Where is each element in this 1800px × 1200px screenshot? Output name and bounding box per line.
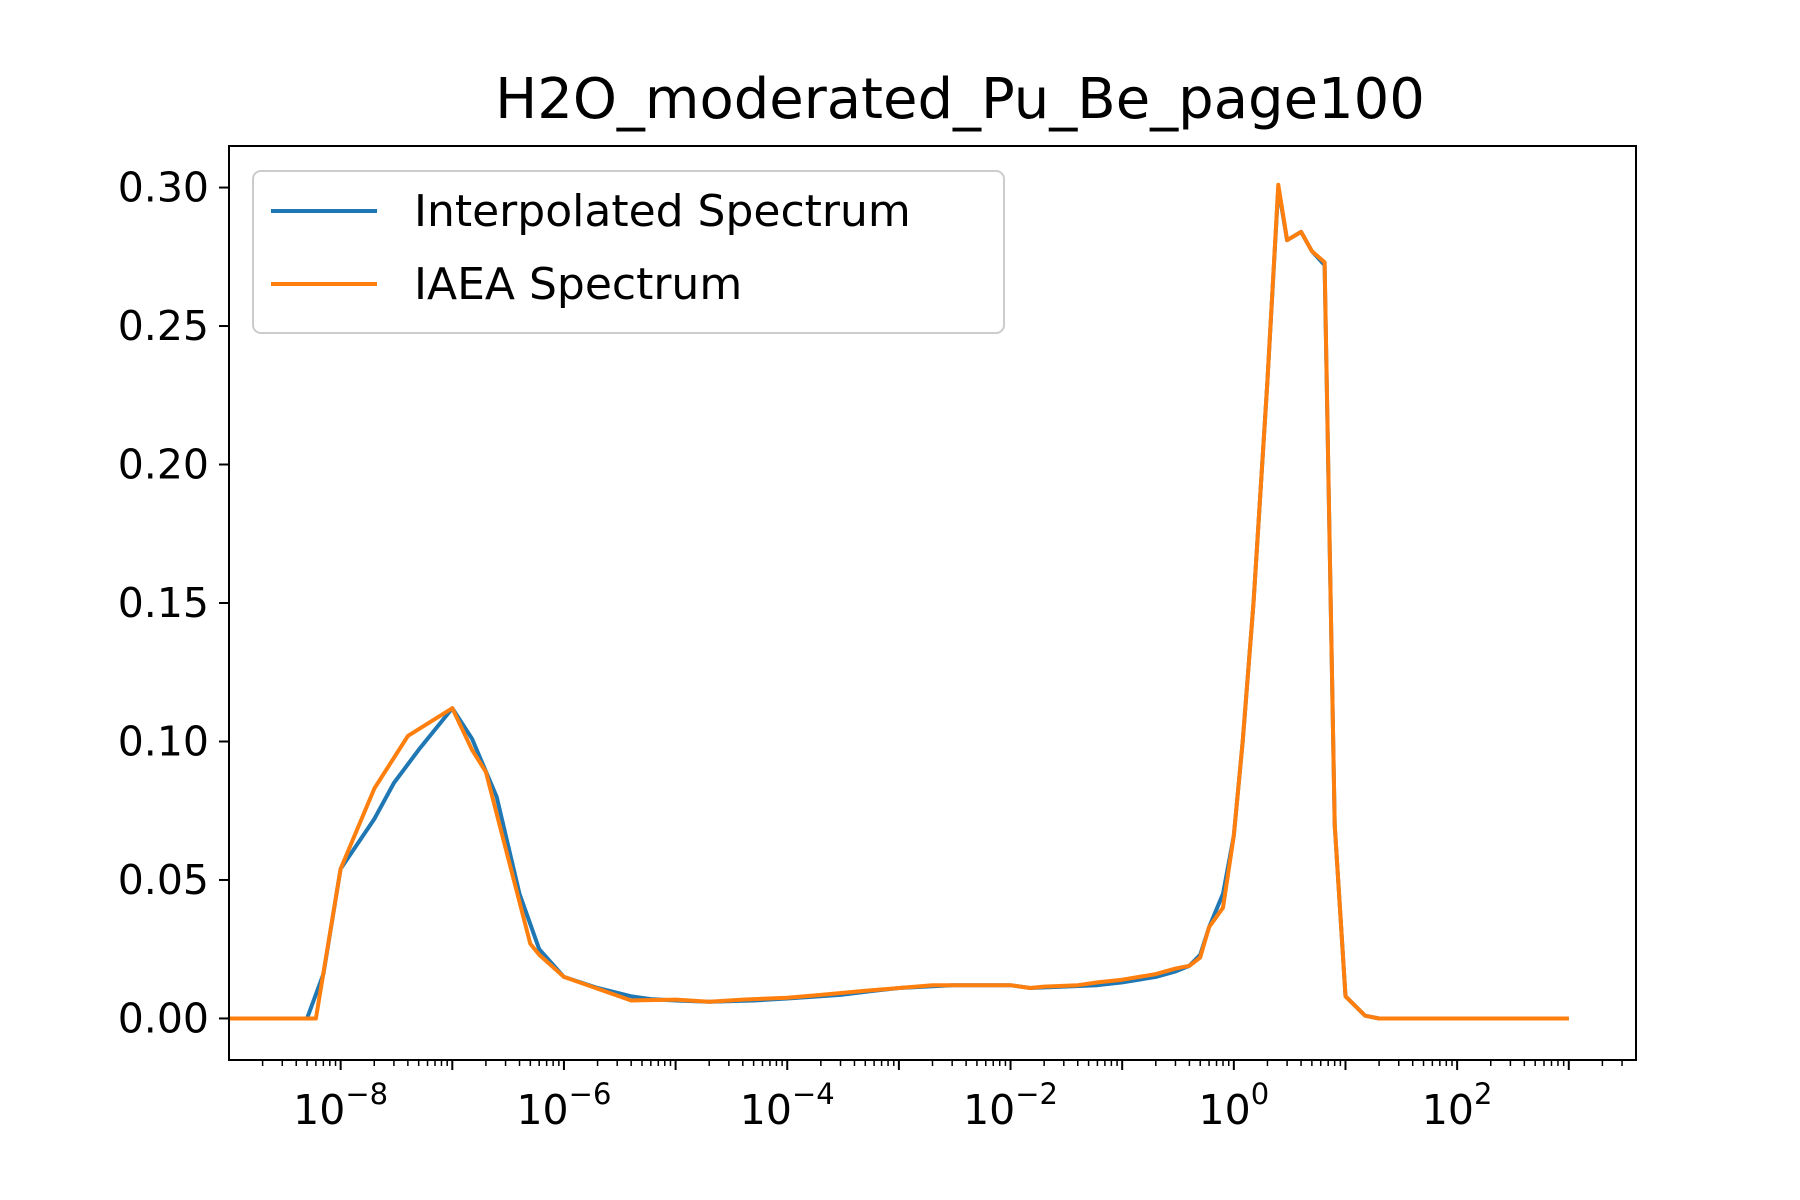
x-axis: 10−8 10−6 10−4 10−2 100 102 [261,1060,1623,1134]
y-tick-label: 0.30 [118,164,209,212]
x-tick-label: 10−2 [963,1077,1058,1134]
x-tick-exponent: −4 [792,1077,835,1111]
x-tick-exponent: 0 [1251,1077,1269,1111]
chart-title: H2O_moderated_Pu_Be_page100 [495,67,1425,132]
x-tick-base: 10 [963,1086,1015,1134]
x-tick-exponent: −8 [345,1077,388,1111]
legend-label-iaea: IAEA Spectrum [414,259,742,310]
x-tick-label: 10−8 [293,1077,388,1134]
x-tick-base: 10 [740,1086,792,1134]
y-tick-label: 0.00 [118,994,209,1042]
legend: Interpolated Spectrum IAEA Spectrum [252,170,1005,334]
x-tick-exponent: −2 [1015,1077,1058,1111]
legend-label-interpolated: Interpolated Spectrum [414,186,911,237]
y-tick-label: 0.20 [118,441,209,489]
y-tick-label: 0.05 [118,856,209,904]
series-line-iaea [229,182,1569,1021]
y-tick-label: 0.25 [118,302,209,350]
x-tick-base: 10 [1422,1086,1474,1134]
x-tick-label: 10−4 [740,1077,835,1134]
x-tick-label: 102 [1422,1077,1493,1134]
plot-lines [229,182,1569,1021]
y-tick-label: 0.10 [118,717,209,765]
x-tick-label: 10−6 [516,1077,611,1134]
x-tick-exponent: −6 [569,1077,612,1111]
legend-box [252,170,1005,334]
y-tick-label: 0.15 [118,579,209,627]
x-tick-base: 10 [293,1086,345,1134]
x-tick-base: 10 [516,1086,568,1134]
y-axis: 0.00 0.05 0.10 0.15 0.20 0.25 0.30 [118,164,229,1042]
x-tick-exponent: 2 [1474,1077,1492,1111]
x-tick-label: 100 [1199,1077,1270,1134]
x-tick-base: 10 [1199,1086,1251,1134]
